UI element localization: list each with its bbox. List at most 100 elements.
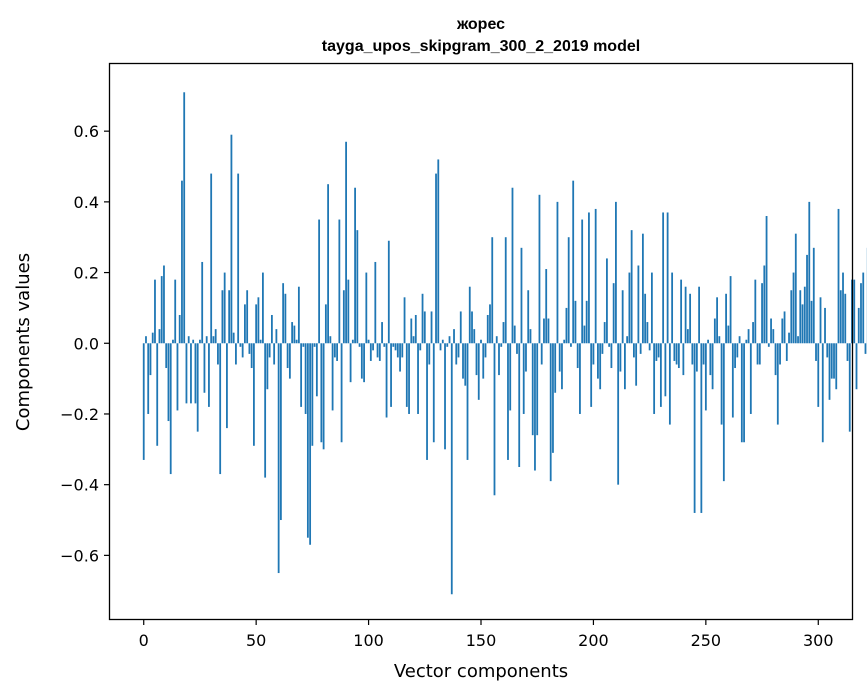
bar-314 — [848, 343, 851, 432]
bar-227 — [653, 343, 656, 414]
bar-90 — [345, 141, 347, 344]
bar-258 — [722, 343, 725, 482]
bar-234 — [668, 343, 671, 425]
bar-166 — [516, 343, 518, 354]
bar-224 — [646, 322, 649, 344]
bar-156 — [493, 343, 496, 496]
bar-307 — [833, 343, 835, 379]
bar-263 — [734, 343, 736, 369]
bar-264 — [736, 343, 739, 358]
bar-261 — [729, 276, 732, 344]
bar-290 — [794, 233, 797, 344]
bar-180 — [547, 318, 550, 344]
bar-101 — [369, 343, 372, 361]
bar-65 — [288, 343, 291, 379]
bar-61 — [279, 343, 282, 521]
bar-159 — [500, 343, 503, 347]
bar-69 — [297, 286, 300, 344]
bar-218 — [633, 343, 635, 358]
x-tick-label-3: 150 — [466, 631, 497, 650]
bar-172 — [529, 329, 532, 344]
bar-272 — [754, 279, 757, 344]
bar-136 — [448, 336, 451, 344]
bar-71 — [302, 343, 305, 347]
bar-285 — [783, 311, 786, 344]
bar-128 — [430, 311, 433, 344]
bar-108 — [385, 343, 388, 418]
bar-86 — [336, 343, 338, 361]
bar-37 — [226, 343, 228, 429]
bar-300 — [817, 343, 820, 407]
bar-174 — [534, 343, 536, 471]
bar-42 — [237, 173, 240, 344]
bar-24 — [196, 343, 199, 432]
bar-110 — [390, 343, 392, 407]
bar-5 — [154, 279, 156, 344]
bar-153 — [486, 314, 489, 344]
bar-114 — [399, 343, 401, 372]
bar-199 — [590, 343, 593, 407]
bar-259 — [725, 293, 727, 344]
bar-266 — [740, 343, 743, 443]
bar-304 — [826, 343, 829, 358]
bar-49 — [253, 343, 255, 446]
bar-201 — [594, 208, 597, 344]
y-tick-label-1: −0.4 — [60, 476, 99, 495]
bar-115 — [401, 343, 404, 358]
bar-3 — [149, 343, 152, 376]
bar-73 — [306, 343, 309, 538]
bar-289 — [792, 272, 795, 344]
chart-title: жорес — [456, 16, 505, 33]
bar-250 — [704, 343, 707, 411]
bar-277 — [765, 216, 768, 344]
bar-200 — [592, 343, 595, 365]
bar-284 — [781, 318, 784, 344]
bar-310 — [839, 290, 842, 344]
bar-62 — [282, 283, 285, 344]
bar-19 — [185, 343, 188, 404]
bar-152 — [484, 343, 487, 358]
bar-118 — [408, 343, 410, 414]
bar-255 — [716, 297, 718, 344]
bar-116 — [403, 297, 406, 344]
bar-127 — [428, 343, 431, 365]
bar-228 — [655, 343, 658, 361]
bar-85 — [333, 343, 336, 358]
bar-137 — [450, 343, 453, 595]
bar-251 — [707, 339, 709, 344]
bar-131 — [437, 159, 440, 344]
bar-133 — [441, 339, 444, 344]
bar-296 — [808, 201, 811, 344]
bar-41 — [235, 343, 237, 365]
bar-295 — [806, 254, 808, 344]
bar-267 — [743, 343, 745, 443]
bar-179 — [545, 269, 548, 344]
bar-181 — [549, 343, 552, 482]
bar-222 — [641, 233, 644, 344]
bar-232 — [664, 343, 667, 397]
bar-182 — [552, 343, 554, 453]
bar-190 — [570, 343, 572, 347]
bar-312 — [844, 293, 847, 344]
bar-11 — [167, 343, 170, 422]
bar-80 — [322, 343, 325, 450]
bar-280 — [772, 329, 775, 344]
bar-113 — [396, 343, 399, 358]
bar-28 — [205, 336, 208, 344]
bar-157 — [495, 336, 498, 344]
bar-75 — [311, 343, 314, 446]
bar-129 — [432, 343, 435, 443]
bar-107 — [383, 343, 386, 347]
bar-87 — [338, 219, 341, 344]
bar-139 — [455, 343, 458, 365]
bar-260 — [727, 325, 730, 344]
bar-94 — [354, 187, 356, 344]
bar-306 — [830, 343, 833, 379]
bar-202 — [597, 343, 599, 379]
bar-191 — [572, 180, 575, 344]
bar-281 — [774, 343, 777, 376]
bar-122 — [417, 343, 419, 414]
bar-168 — [520, 247, 523, 344]
bar-243 — [689, 293, 692, 344]
bar-283 — [779, 343, 781, 365]
